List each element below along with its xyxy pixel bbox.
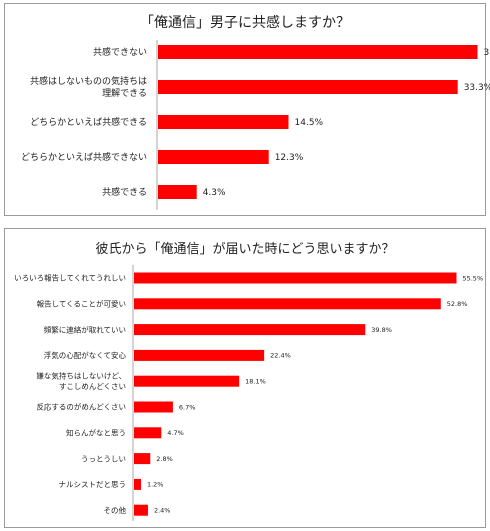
data-label: 35.5% xyxy=(484,48,490,58)
category-label: ナルシストだと思う xyxy=(59,480,127,489)
bar xyxy=(134,272,457,284)
bar-group: 55.5% いろいろ報告してくれてうれしい xyxy=(14,272,483,284)
bar xyxy=(134,298,441,310)
bar-group: 4.7% 知らんがなと思う xyxy=(66,427,184,439)
bar xyxy=(134,401,173,413)
data-label: 55.5% xyxy=(462,274,483,282)
category-label: 嫌な気持ちはしないけど、 xyxy=(36,371,126,381)
category-label: 知らんがなと思う xyxy=(66,428,126,438)
bar-group: 18.1% 嫌な気持ちはしないけど、すこしめんどくさい xyxy=(36,371,265,392)
bar xyxy=(134,478,141,490)
bar-group: 35.5% 共感できない xyxy=(93,45,490,59)
category-label: 頻繁に連絡が取れていい xyxy=(44,324,126,334)
bar xyxy=(158,80,458,94)
category-label: どちらかといえば共感できる xyxy=(30,116,147,128)
bar xyxy=(134,375,240,387)
bar xyxy=(158,185,197,199)
bar-group: 22.4% 浮気の心配がなくて安心 xyxy=(44,349,291,361)
data-label: 39.8% xyxy=(371,326,392,334)
data-label: 4.3% xyxy=(203,188,226,198)
bar xyxy=(158,115,289,129)
bar-group: 6.7% 反応するのがめんどくさい xyxy=(36,401,196,413)
category-label: すこしめんどくさい xyxy=(59,382,126,391)
data-label: 22.4% xyxy=(270,352,291,360)
data-label: 52.8% xyxy=(447,300,468,308)
data-label: 14.5% xyxy=(295,118,324,128)
bar-group: 39.8% 頻繁に連絡が取れていい xyxy=(44,324,392,336)
category-label: 報告してくることが可愛い xyxy=(37,299,126,309)
chart-2-svg: 55.5% いろいろ報告してくれてうれしい 52.8% 報告してくることが可愛い 39.… xyxy=(14,265,483,521)
bar xyxy=(134,427,162,439)
data-label: 2.8% xyxy=(156,455,173,463)
bar-group: 4.3% 共感できる xyxy=(102,185,226,199)
data-label: 18.1% xyxy=(245,378,266,386)
bar-group: 52.8% 報告してくることが可愛い xyxy=(37,298,468,310)
data-label: 1.2% xyxy=(147,481,164,489)
bar-group: 2.8% うっとうしい xyxy=(81,453,173,465)
chart-panel-2: 彼氏から「俺通信」が届いた時にどう思いますか？ 55.5% いろいろ報告してくれて… xyxy=(4,228,486,528)
data-label: 2.4% xyxy=(154,507,171,515)
bar-group: 12.3% どちらかといえば共感できない xyxy=(21,150,304,164)
category-label: 共感できない xyxy=(93,46,147,58)
category-label: 浮気の心配がなくて安心 xyxy=(44,350,127,360)
category-label: 共感できる xyxy=(102,186,147,198)
bar-group: 2.4% その他 xyxy=(104,504,171,516)
category-label: その他 xyxy=(104,505,127,515)
bar xyxy=(158,45,478,59)
category-label: 反応するのがめんどくさい xyxy=(36,402,126,412)
chart-title: 「俺通信」男子に共感しますか？ xyxy=(140,15,350,31)
category-label: 共感はしないものの気持ちは xyxy=(30,75,147,87)
bar xyxy=(134,453,151,465)
category-label: いろいろ報告してくれてうれしい xyxy=(14,273,126,283)
bar xyxy=(134,324,366,336)
data-label: 4.7% xyxy=(167,429,184,437)
bar xyxy=(158,150,269,164)
bar-group: 14.5% どちらかといえば共感できる xyxy=(30,115,324,129)
data-label: 12.3% xyxy=(275,153,304,163)
chart-panel-1: 「俺通信」男子に共感しますか？ 35.5% 共感できない 33.3% 共感はしないもの… xyxy=(4,3,490,216)
category-label: どちらかといえば共感できない xyxy=(21,151,147,163)
chart-title: 彼氏から「俺通信」が届いた時にどう思いますか？ xyxy=(95,242,395,257)
category-label: うっとうしい xyxy=(81,454,126,463)
data-label: 6.7% xyxy=(179,403,196,411)
category-label: 理解できる xyxy=(102,87,147,99)
bar-group: 1.2% ナルシストだと思う xyxy=(59,478,164,490)
data-label: 33.3% xyxy=(464,83,490,93)
bar xyxy=(134,504,148,516)
bar xyxy=(134,349,265,361)
